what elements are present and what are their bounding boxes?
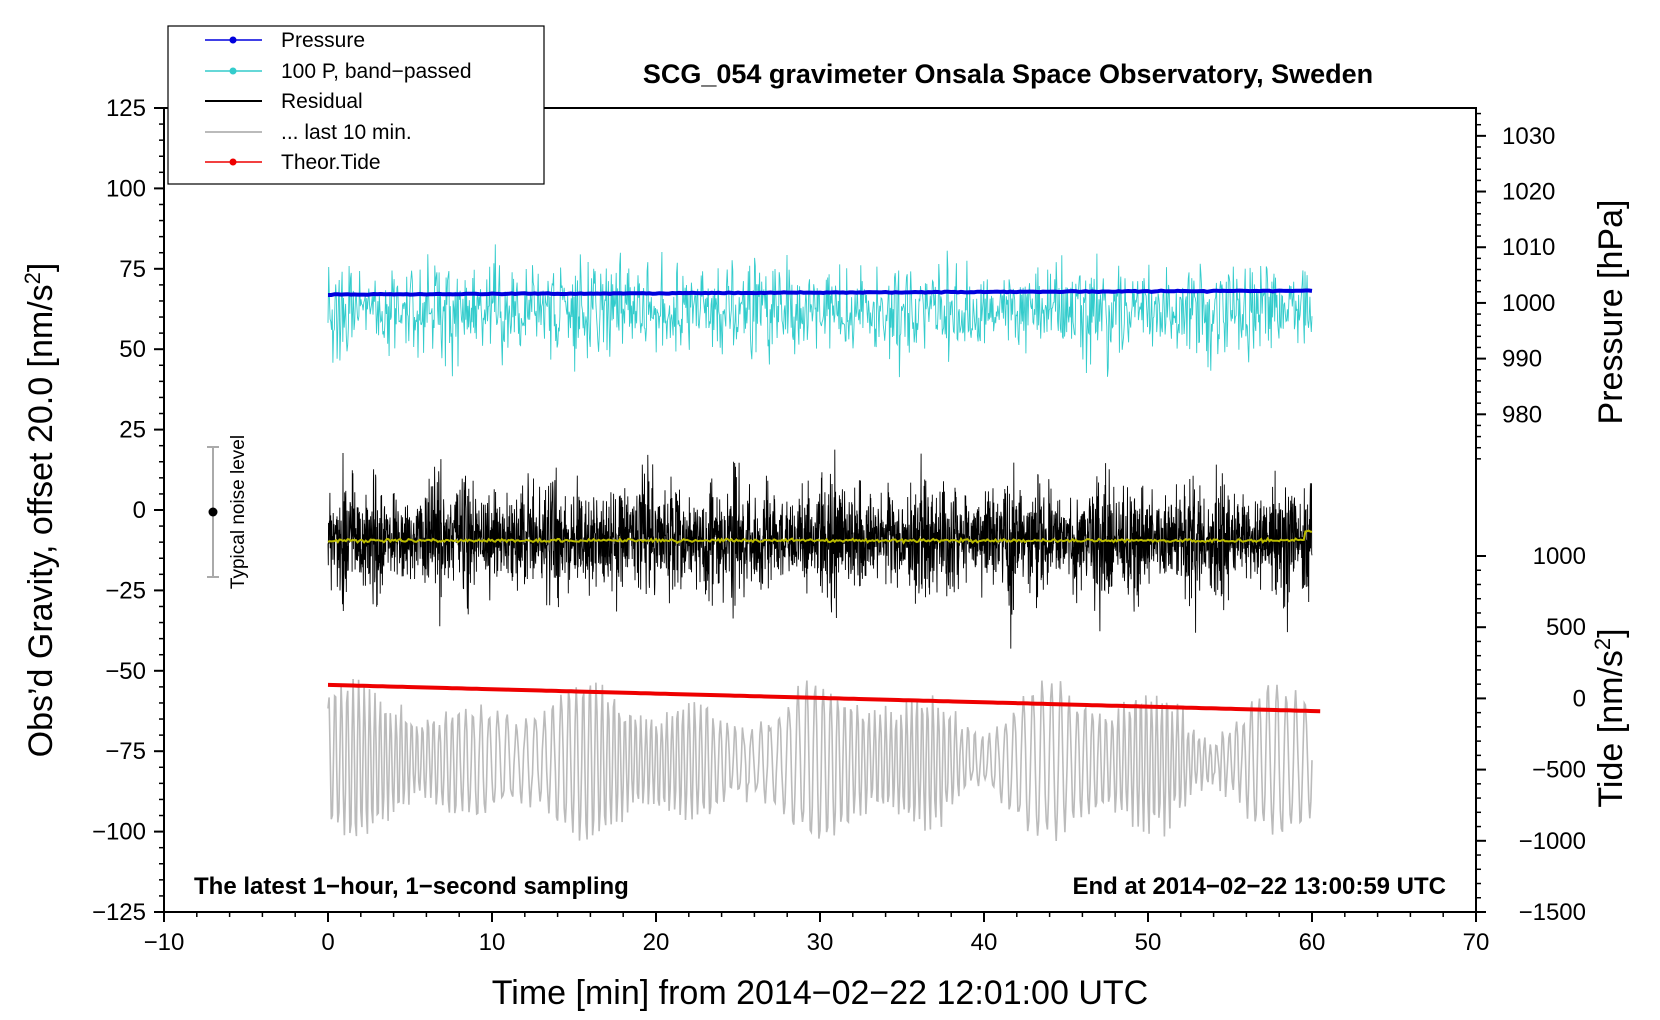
- tide-tick-label-4: −1000: [1519, 828, 1586, 855]
- pressure-tick-label-5: 980: [1502, 401, 1542, 428]
- series-theor-tide: [327, 682, 1321, 714]
- series-layer: [327, 244, 1321, 842]
- pressure-tick-label-3: 1000: [1502, 290, 1555, 317]
- legend-label-pressure: Pressure: [281, 29, 365, 52]
- y-left-tick-label-4: 25: [119, 417, 146, 444]
- y-left-tick-label-9: −100: [92, 819, 146, 846]
- y-left-tick-label-8: −75: [105, 738, 146, 765]
- x-axis-title: Time [min] from 2014−02−22 12:01:00 UTC: [492, 974, 1148, 1012]
- legend-entry-last-10: ... last 10 min.: [205, 121, 412, 144]
- pressure-tick-label-4: 990: [1502, 346, 1542, 373]
- x-tick-label-6: 50: [1135, 929, 1162, 956]
- noise-label: Typical noise level: [228, 435, 249, 589]
- y-axis-title-gravity: Obs’d Gravity, offset 20.0 [nm/s2]: [20, 263, 61, 758]
- tide-tick-label-1: 500: [1546, 614, 1586, 641]
- legend-label-theor-tide: Theor.Tide: [281, 151, 381, 174]
- legend-entry-pressure: Pressure: [205, 29, 365, 52]
- tide-tick-label-5: −1500: [1519, 899, 1586, 926]
- chart-title: SCG_054 gravimeter Onsala Space Observat…: [643, 59, 1373, 89]
- tide-tick-label-0: 1000: [1533, 543, 1586, 570]
- series-last-10-min: [327, 678, 1313, 842]
- legend-entry-band-passed: 100 P, band−passed: [205, 60, 472, 83]
- legend-label-last-10: ... last 10 min.: [281, 121, 412, 144]
- legend: Pressure 100 P, band−passed Residual ...…: [167, 25, 545, 185]
- series-residual: [327, 449, 1313, 649]
- noise-dot: [208, 507, 218, 517]
- x-tick-label-1: 0: [321, 929, 334, 956]
- y-left-tick-label-5: 0: [133, 497, 146, 524]
- y-left-tick-label-6: −25: [105, 577, 146, 604]
- axes-layer: −10 0 10 20 30 40 50 60 701251007550250−25−50−75…: [92, 95, 1586, 956]
- tide-tick-label-2: 0: [1573, 685, 1586, 712]
- x-tick-label-7: 60: [1299, 929, 1326, 956]
- legend-box: [167, 25, 545, 185]
- y-left-tick-label-2: 75: [119, 256, 146, 283]
- annotation-sampling: The latest 1−hour, 1−second sampling: [194, 873, 629, 900]
- x-tick-label-0: −10: [144, 929, 185, 956]
- y-left-tick-label-0: 125: [106, 95, 146, 122]
- pressure-tick-label-1: 1020: [1502, 179, 1555, 206]
- series-smoothed-residual: [327, 529, 1313, 545]
- pressure-tick-label-2: 1010: [1502, 234, 1555, 261]
- y-axis-title-pressure: Pressure [hPa]: [1592, 200, 1630, 425]
- x-tick-label-8: 70: [1463, 929, 1490, 956]
- y-left-tick-label-3: 50: [119, 336, 146, 363]
- legend-marker-pressure: [229, 36, 237, 44]
- legend-label-residual: Residual: [281, 90, 363, 113]
- y-left-tick-label-7: −50: [105, 658, 146, 685]
- y-left-tick-label-1: 100: [106, 175, 146, 202]
- x-tick-label-4: 30: [807, 929, 834, 956]
- noise-marker: Typical noise level: [207, 435, 249, 589]
- y-axis-title-tide: Tide [nm/s2]: [1590, 628, 1631, 807]
- legend-marker-band-passed: [229, 67, 237, 75]
- legend-marker-theor-tide: [229, 158, 237, 166]
- pressure-tick-label-0: 1030: [1502, 123, 1555, 150]
- tide-tick-label-3: −500: [1532, 757, 1586, 784]
- legend-entry-theor-tide: Theor.Tide: [205, 151, 381, 174]
- x-tick-label-3: 20: [643, 929, 670, 956]
- x-tick-label-2: 10: [479, 929, 506, 956]
- annotation-end-time: End at 2014−02−22 13:00:59 UTC: [1072, 873, 1446, 900]
- legend-label-band-passed: 100 P, band−passed: [281, 60, 472, 83]
- legend-entry-residual: Residual: [205, 90, 363, 113]
- x-tick-label-5: 40: [971, 929, 998, 956]
- series-band-passed: [327, 244, 1313, 378]
- series-pressure: [328, 288, 1313, 297]
- y-left-tick-label-10: −125: [92, 899, 146, 926]
